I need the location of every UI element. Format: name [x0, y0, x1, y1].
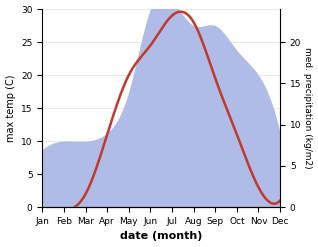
Y-axis label: max temp (C): max temp (C): [5, 74, 16, 142]
Y-axis label: med. precipitation (kg/m2): med. precipitation (kg/m2): [303, 47, 313, 169]
X-axis label: date (month): date (month): [120, 231, 203, 242]
